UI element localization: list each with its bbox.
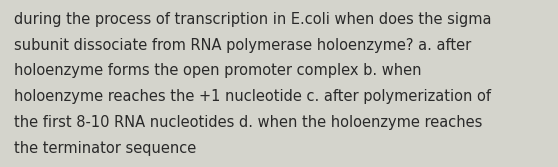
Text: the first 8-10 RNA nucleotides d. when the holoenzyme reaches: the first 8-10 RNA nucleotides d. when t… bbox=[14, 115, 482, 130]
Text: holoenzyme reaches the +1 nucleotide c. after polymerization of: holoenzyme reaches the +1 nucleotide c. … bbox=[14, 89, 491, 104]
Text: the terminator sequence: the terminator sequence bbox=[14, 141, 196, 156]
Text: holoenzyme forms the open promoter complex b. when: holoenzyme forms the open promoter compl… bbox=[14, 63, 421, 78]
Text: subunit dissociate from RNA polymerase holoenzyme? a. after: subunit dissociate from RNA polymerase h… bbox=[14, 38, 471, 53]
Text: during the process of transcription in E.coli when does the sigma: during the process of transcription in E… bbox=[14, 12, 492, 27]
